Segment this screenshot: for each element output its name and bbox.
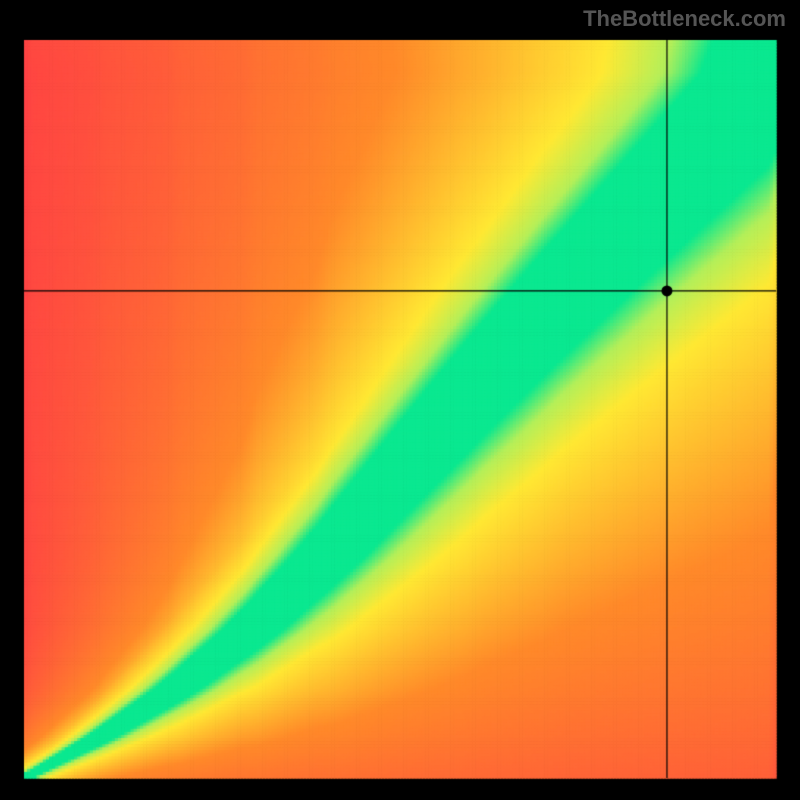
watermark-text: TheBottleneck.com [583, 6, 786, 32]
bottleneck-heatmap [0, 0, 800, 800]
chart-container: TheBottleneck.com [0, 0, 800, 800]
